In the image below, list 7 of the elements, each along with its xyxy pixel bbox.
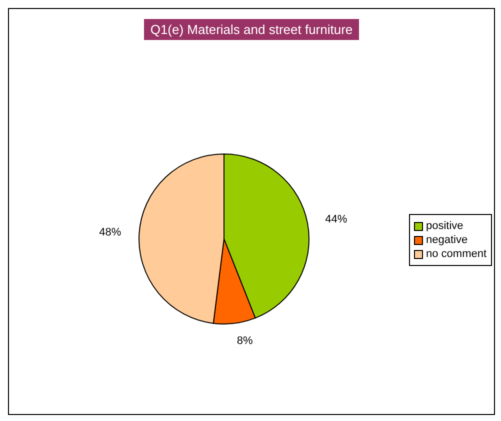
data-label: 48% [99,226,122,239]
legend-label: positive [426,220,464,232]
chart-title: Q1(e) Materials and street furniture [144,19,359,40]
data-label: 8% [236,335,254,348]
data-label: 44% [325,214,348,226]
legend-label: negative [426,234,468,246]
legend-label: no comment [426,248,487,260]
